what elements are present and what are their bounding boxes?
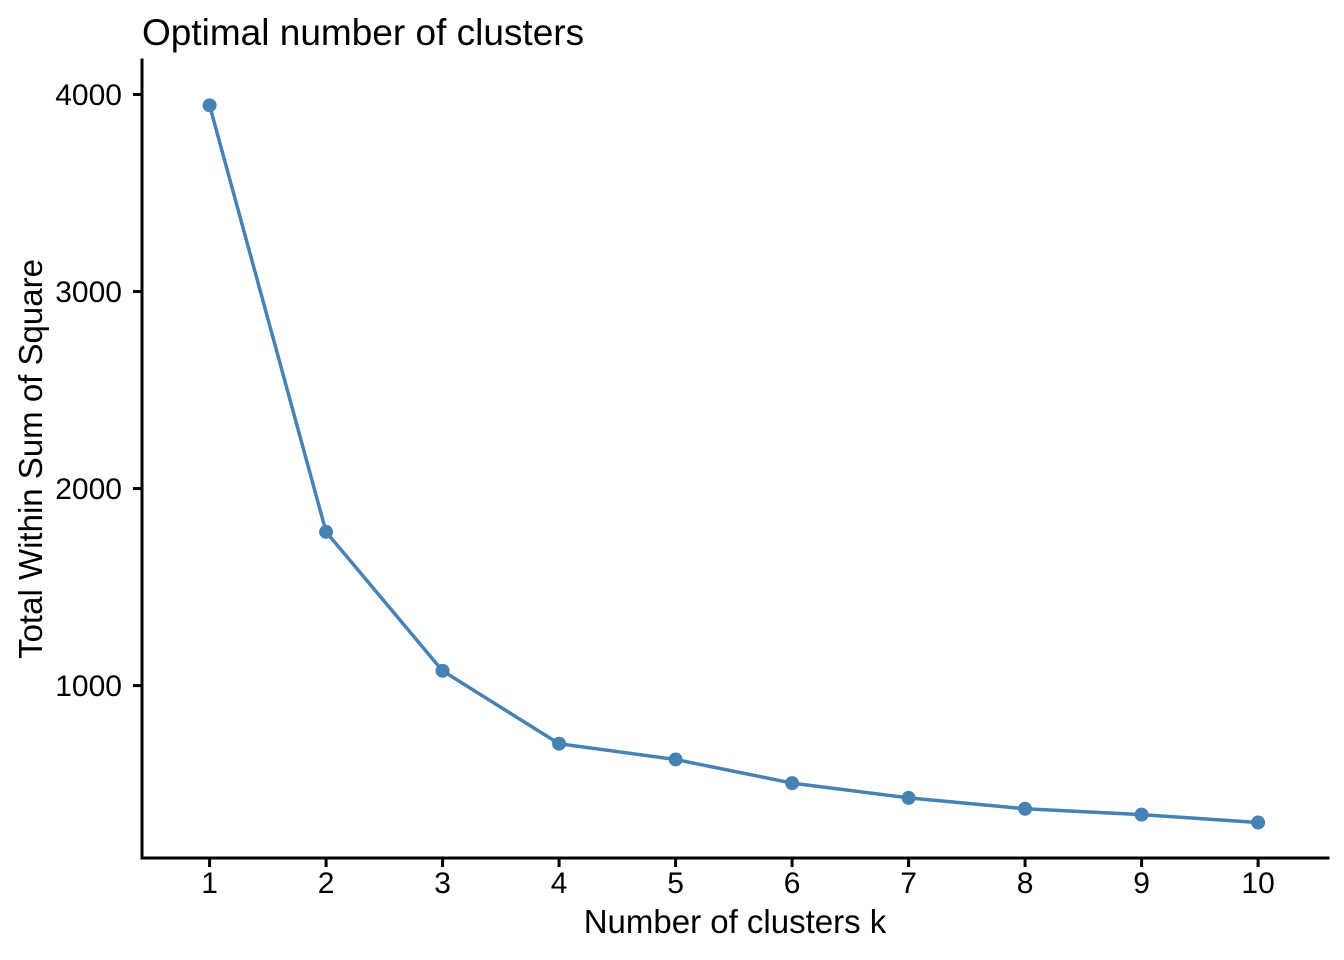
data-point — [1251, 815, 1266, 830]
series-line — [207, 103, 1260, 825]
data-point — [319, 524, 334, 539]
x-tick-label: 8 — [1017, 867, 1034, 900]
x-tick-label: 2 — [318, 867, 335, 900]
x-axis-title: Number of clusters k — [584, 903, 887, 940]
data-point — [668, 752, 683, 767]
plot-title: Optimal number of clusters — [142, 12, 584, 53]
data-point — [1134, 807, 1149, 822]
data-point — [785, 776, 800, 791]
x-ticks: 1 2 3 4 5 6 7 8 9 10 — [201, 858, 1275, 900]
x-tick-label: 3 — [434, 867, 451, 900]
data-point — [435, 663, 450, 678]
y-tick-label: 2000 — [55, 473, 122, 506]
x-tick-label: 9 — [1133, 867, 1150, 900]
data-series — [202, 98, 1266, 830]
x-tick-label: 1 — [201, 867, 218, 900]
x-tick-label: 5 — [667, 867, 684, 900]
y-tick-label: 4000 — [55, 79, 122, 112]
data-point — [1018, 801, 1033, 816]
data-point — [202, 98, 217, 113]
x-axis: 1 2 3 4 5 6 7 8 9 10 — [140, 856, 1330, 900]
y-tick-label: 3000 — [55, 276, 122, 309]
y-ticks: 1000 2000 3000 4000 — [55, 79, 142, 703]
data-point — [552, 736, 567, 751]
y-axis: 1000 2000 3000 4000 — [55, 58, 144, 860]
data-point — [901, 790, 916, 805]
x-tick-label: 7 — [900, 867, 917, 900]
x-tick-label: 4 — [551, 867, 568, 900]
x-tick-label: 6 — [784, 867, 801, 900]
x-tick-label: 10 — [1241, 867, 1274, 900]
y-axis-title: Total Within Sum of Square — [12, 259, 49, 659]
y-tick-label: 1000 — [55, 670, 122, 703]
series-points — [202, 98, 1266, 830]
